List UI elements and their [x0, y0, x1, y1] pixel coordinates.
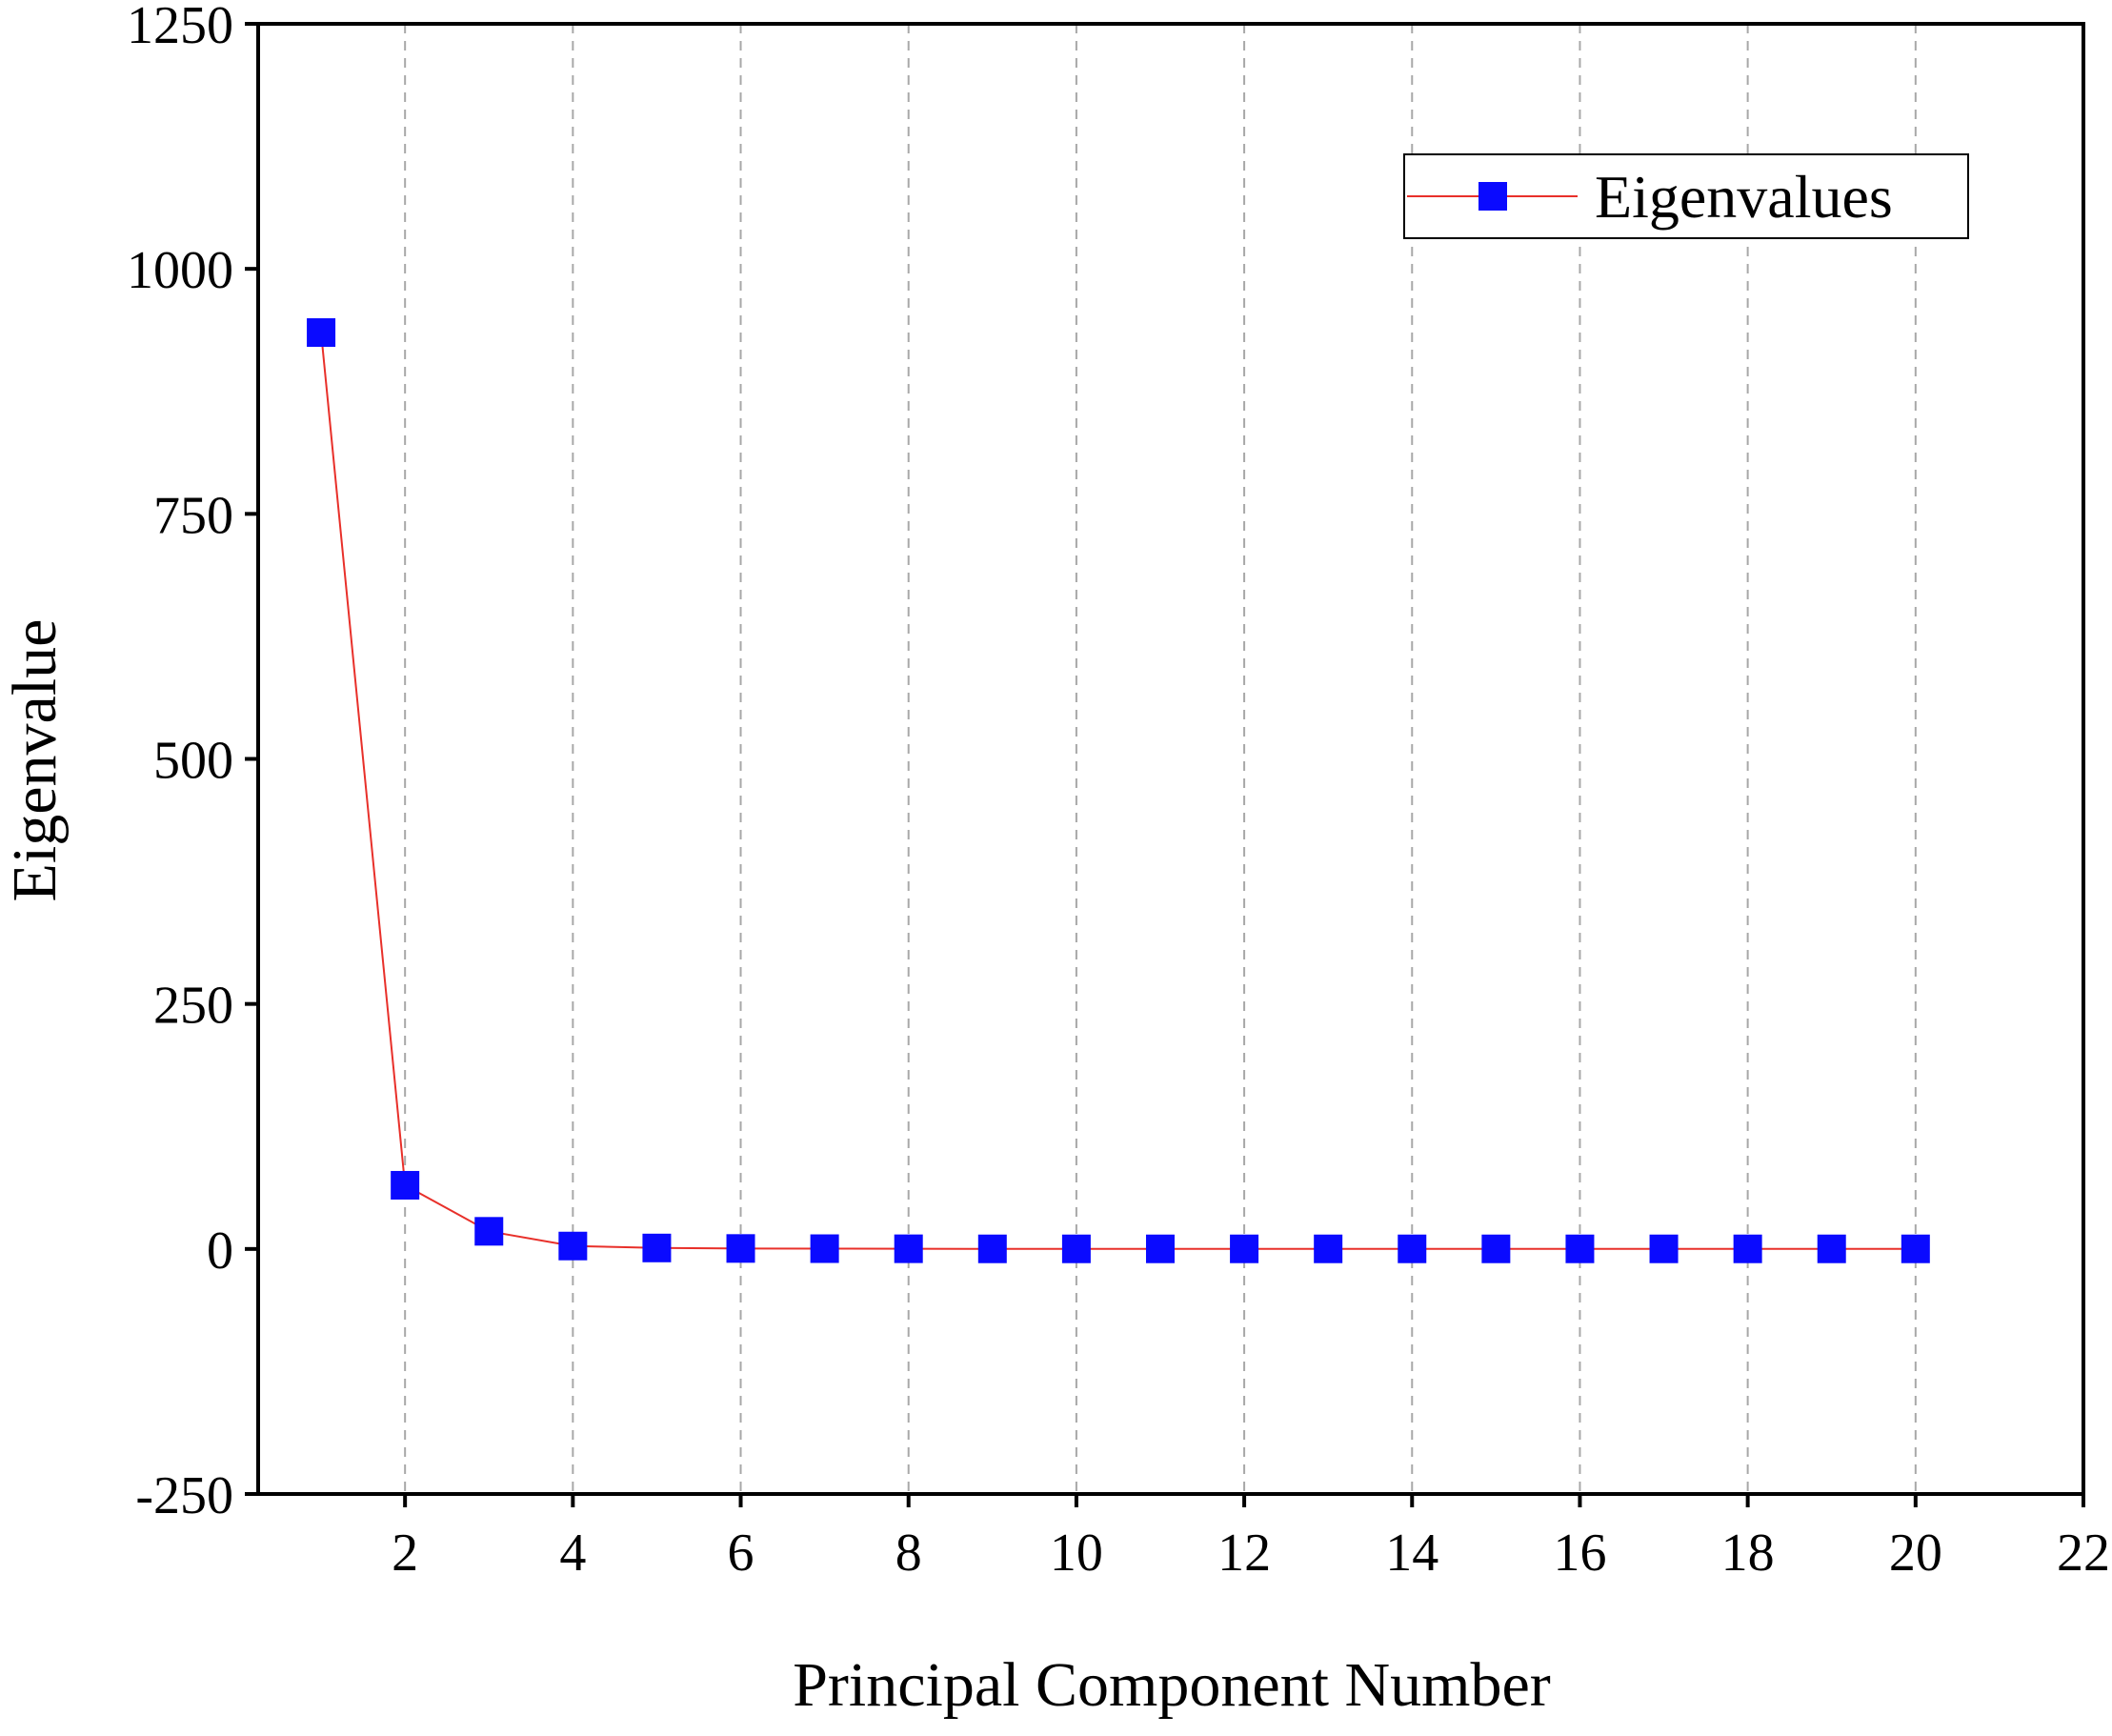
data-point-marker: [1733, 1234, 1762, 1263]
x-tick-label: 10: [1050, 1524, 1103, 1583]
data-point-marker: [1314, 1234, 1343, 1263]
y-tick-label: 750: [153, 486, 233, 545]
legend-label: Eigenvalues: [1595, 163, 1893, 231]
x-tick-label: 8: [895, 1524, 922, 1583]
data-point-marker: [977, 1234, 1007, 1263]
data-point-marker: [391, 1170, 420, 1200]
x-tick-label: 16: [1553, 1524, 1606, 1583]
legend: Eigenvalues: [1403, 153, 1969, 239]
x-tick-label: 22: [2057, 1524, 2110, 1583]
plot-frame: [256, 22, 2085, 1496]
data-point-marker: [474, 1217, 504, 1246]
y-tick-label: 250: [153, 977, 233, 1036]
data-point-marker: [1145, 1234, 1175, 1263]
data-point-marker: [1817, 1234, 1846, 1263]
data-point-marker: [1649, 1234, 1679, 1263]
x-tick-label: 2: [392, 1524, 418, 1583]
y-axis-label: Eigenvalue: [0, 619, 70, 902]
data-point-marker: [1901, 1234, 1930, 1263]
y-tick-label: 1250: [127, 0, 233, 55]
axis-labels: Principal Component Number Eigenvalue: [0, 619, 1551, 1720]
data-point-marker: [642, 1233, 672, 1262]
x-tick-label: 4: [559, 1524, 586, 1583]
data-point-marker: [1565, 1234, 1595, 1263]
x-tick-label: 20: [1889, 1524, 1942, 1583]
data-point-marker: [894, 1234, 923, 1263]
legend-marker-swatch: [1478, 182, 1507, 211]
y-tick-label: 0: [207, 1221, 233, 1281]
data-point-marker: [558, 1231, 588, 1261]
grid: [404, 24, 1917, 1494]
y-tick-label: -250: [135, 1466, 233, 1525]
x-tick-label: 6: [728, 1524, 754, 1583]
data-point-marker: [1481, 1234, 1511, 1263]
x-axis-label: Principal Component Number: [793, 1650, 1551, 1720]
data-point-marker: [810, 1234, 839, 1263]
series: [307, 318, 1930, 1263]
data-point-marker: [726, 1234, 755, 1263]
data-point-marker: [1230, 1234, 1259, 1263]
series-line: [320, 332, 1916, 1250]
x-tick-label: 12: [1217, 1524, 1271, 1583]
x-tick-label: 18: [1721, 1524, 1775, 1583]
axes: -250 0 250 500 750 1000 1250 2 4 6 8 10 12 14 16 18 20 22: [127, 0, 2110, 1583]
data-point-marker: [307, 318, 336, 348]
y-tick-label: 500: [153, 732, 233, 791]
y-tick-label: 1000: [127, 241, 233, 300]
data-point-marker: [1398, 1234, 1427, 1263]
data-point-marker: [1061, 1234, 1091, 1263]
x-tick-label: 14: [1385, 1524, 1438, 1583]
